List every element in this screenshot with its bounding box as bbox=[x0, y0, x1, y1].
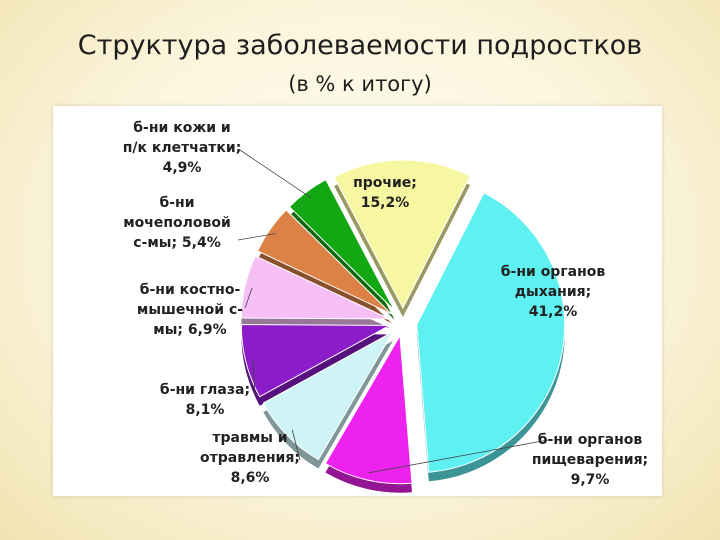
chart-title: Структура заболеваемости подростков bbox=[77, 30, 643, 61]
slice-label-injuries: травмы и отравления; 8,6% bbox=[200, 430, 300, 486]
slice-label-digestive: б-ни органов пищеварения; 9,7% bbox=[531, 432, 649, 488]
pie-slice-musculoskeletal bbox=[240, 255, 390, 320]
slice-label-eye: б-ни глаза; 8,1% bbox=[159, 382, 251, 418]
leader-line-genitourinary bbox=[237, 233, 277, 241]
leader-line-musculoskeletal bbox=[244, 287, 253, 309]
pie-slice-eye bbox=[240, 323, 392, 398]
pie-slice-digestive bbox=[324, 334, 413, 485]
slice-label-respiratory: б-ни органов дыхания; 41,2% bbox=[500, 264, 606, 320]
leader-line-injuries bbox=[291, 429, 301, 461]
pie-slice-skin bbox=[288, 179, 396, 312]
chart-subtitle: (в % к итогу) bbox=[288, 72, 432, 96]
pie-slice-injuries bbox=[262, 330, 395, 461]
pie-slice-genitourinary bbox=[256, 209, 392, 315]
slice-label-skin: б-ни кожи и п/к клетчатки; 4,9% bbox=[122, 120, 242, 176]
pie-slice-other bbox=[333, 159, 471, 310]
leader-line-skin bbox=[239, 149, 312, 199]
slice-label-other: прочие; 15,2% bbox=[353, 175, 417, 211]
leader-line-digestive bbox=[368, 439, 549, 474]
slice-label-genitourinary: б-ни мочеполовой с-мы; 5,4% bbox=[123, 195, 231, 251]
pie-slice-respiratory bbox=[416, 192, 566, 473]
leader-line-eye bbox=[252, 359, 256, 396]
slice-label-musculoskeletal: б-ни костно- мышечной с- мы; 6,9% bbox=[136, 282, 244, 338]
